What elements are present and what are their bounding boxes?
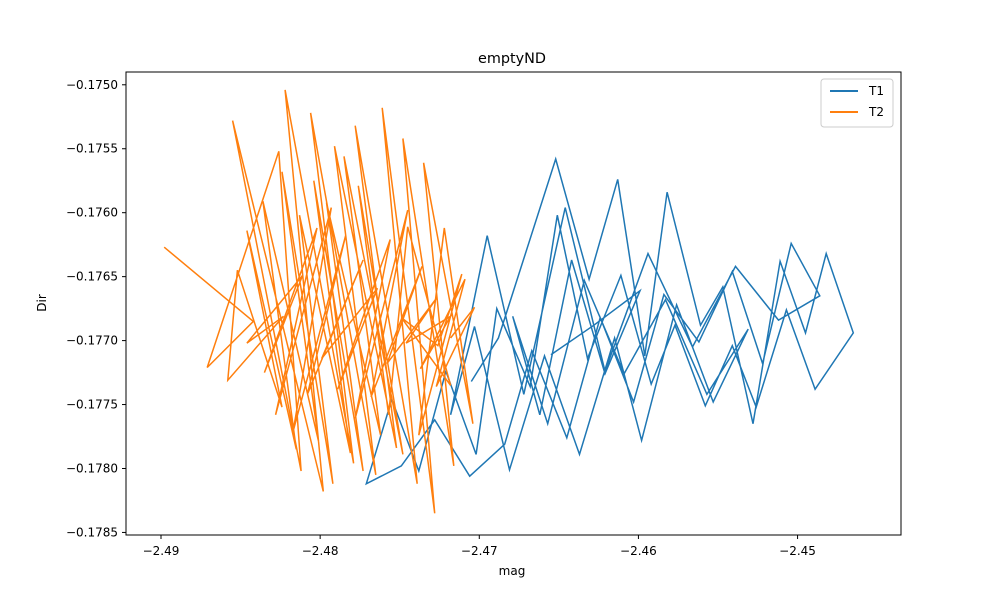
y-axis-label: Dir: [35, 294, 49, 312]
x-tick-label: −2.46: [620, 544, 657, 558]
y-tick-label: −0.1780: [66, 461, 118, 475]
legend-label-t1: T1: [868, 84, 884, 98]
y-tick-label: −0.1770: [66, 334, 118, 348]
x-tick-label: −2.49: [143, 544, 180, 558]
plot-area: [163, 89, 855, 514]
x-tick-label: −2.48: [302, 544, 339, 558]
y-tick-label: −0.1755: [66, 142, 118, 156]
y-axis: −0.1785 −0.1780 −0.1775 −0.1770 −0.1765 −0.17…: [66, 78, 126, 539]
y-tick-label: −0.1775: [66, 398, 118, 412]
plot-frame: [125, 71, 902, 536]
x-axis-label: mag: [499, 564, 526, 578]
series-line-t1: [365, 156, 855, 486]
y-tick-label: −0.1760: [66, 206, 118, 220]
legend-label-t2: T2: [868, 105, 884, 119]
y-tick-label: −0.1785: [66, 525, 118, 539]
x-tick-label: −2.45: [779, 544, 816, 558]
y-tick-label: −0.1765: [66, 270, 118, 284]
series-line-t2: [163, 89, 476, 514]
chart-title: emptyND: [478, 51, 546, 67]
x-axis: −2.49 −2.48 −2.47 −2.46 −2.45: [143, 535, 816, 558]
legend: T1 T2: [820, 78, 894, 128]
x-tick-label: −2.47: [461, 544, 498, 558]
y-tick-label: −0.1750: [66, 78, 118, 92]
